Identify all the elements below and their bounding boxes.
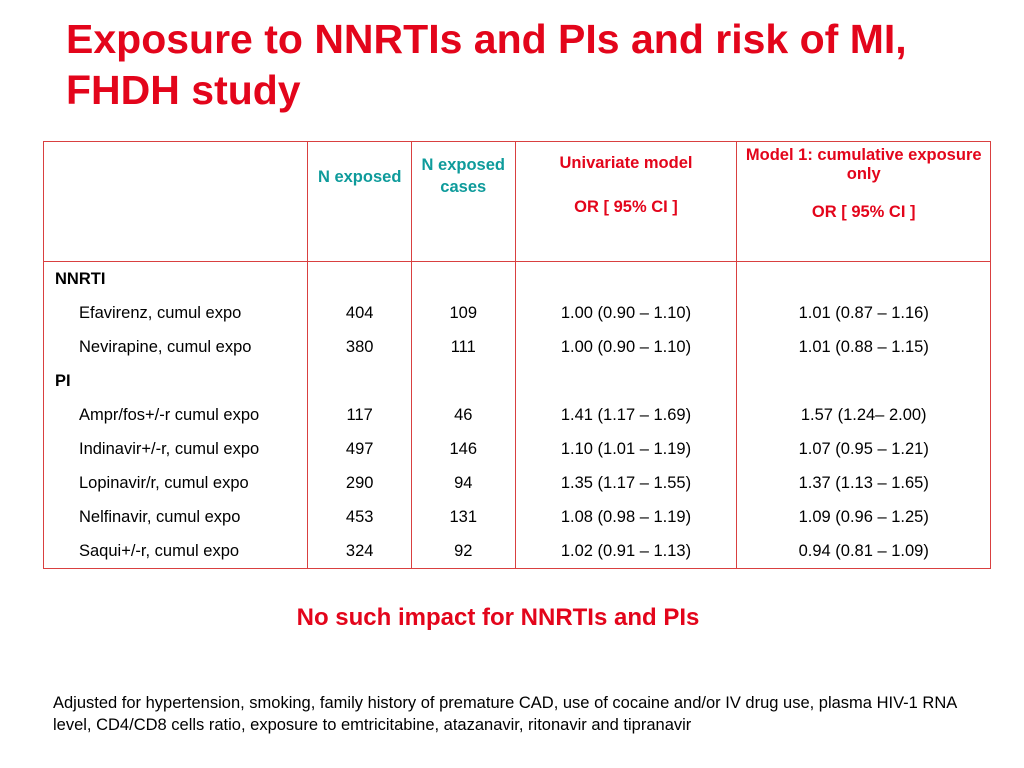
model1-value: 1.37 (1.13 – 1.65)	[736, 466, 991, 500]
drug-label: Saqui+/-r, cumul expo	[42, 534, 309, 569]
header-n-exposed-cases: N exposed cases	[410, 141, 516, 262]
header-drug-cell	[42, 141, 309, 262]
model1-value: 0.94 (0.81 – 1.09)	[736, 534, 991, 569]
results-table: N exposed N exposed cases Univariate mod…	[42, 141, 991, 569]
group-label-pi: PI	[42, 364, 309, 398]
n-cases-value: 146	[410, 432, 516, 466]
univariate-value: 1.35 (1.17 – 1.55)	[514, 466, 738, 500]
drug-label: Nevirapine, cumul expo	[42, 330, 309, 364]
n-exposed-value: 117	[307, 398, 412, 432]
n-exposed-value: 324	[307, 534, 412, 569]
model1-value: 1.57 (1.24– 2.00)	[736, 398, 991, 432]
n-cases-value: 109	[410, 296, 516, 330]
group-row-pi: PI	[42, 364, 991, 398]
group-label-nnrti: NNRTI	[42, 261, 309, 296]
univariate-value: 1.00 (0.90 – 1.10)	[514, 330, 738, 364]
table-row: Nelfinavir, cumul expo 453 131 1.08 (0.9…	[42, 500, 991, 534]
drug-label: Lopinavir/r, cumul expo	[42, 466, 309, 500]
table-row: Indinavir+/-r, cumul expo 497 146 1.10 (…	[42, 432, 991, 466]
univariate-value: 1.41 (1.17 – 1.69)	[514, 398, 738, 432]
table-row: Saqui+/-r, cumul expo 324 92 1.02 (0.91 …	[42, 534, 991, 569]
header-univariate-sub: OR [ 95% CI ]	[574, 198, 678, 216]
n-exposed-value: 404	[307, 296, 412, 330]
univariate-value: 1.08 (0.98 – 1.19)	[514, 500, 738, 534]
model1-value: 1.01 (0.88 – 1.15)	[736, 330, 991, 364]
header-univariate: Univariate model OR [ 95% CI ]	[514, 141, 738, 262]
table-row: Ampr/fos+/-r cumul expo 117 46 1.41 (1.1…	[42, 398, 991, 432]
drug-label: Indinavir+/-r, cumul expo	[42, 432, 309, 466]
empty-cell	[410, 364, 516, 398]
table-row: Lopinavir/r, cumul expo 290 94 1.35 (1.1…	[42, 466, 991, 500]
n-exposed-value: 453	[307, 500, 412, 534]
univariate-value: 1.10 (1.01 – 1.19)	[514, 432, 738, 466]
n-cases-value: 46	[410, 398, 516, 432]
model1-value: 1.09 (0.96 – 1.25)	[736, 500, 991, 534]
drug-label: Efavirenz, cumul expo	[42, 296, 309, 330]
impact-statement: No such impact for NNRTIs and PIs	[296, 604, 700, 631]
empty-cell	[307, 261, 412, 296]
table-header: N exposed N exposed cases Univariate mod…	[42, 141, 991, 262]
slide-title: Exposure to NNRTIs and PIs and risk of M…	[66, 16, 907, 113]
empty-cell	[410, 261, 516, 296]
empty-cell	[307, 364, 412, 398]
header-model1: Model 1: cumulative exposure only OR [ 9…	[736, 141, 991, 262]
header-model1-title: Model 1: cumulative exposure only	[745, 146, 982, 183]
univariate-value: 1.02 (0.91 – 1.13)	[514, 534, 738, 569]
table-row: Efavirenz, cumul expo 404 109 1.00 (0.90…	[42, 296, 991, 330]
header-row: N exposed N exposed cases Univariate mod…	[42, 141, 991, 262]
n-exposed-value: 380	[307, 330, 412, 364]
empty-cell	[736, 364, 991, 398]
footnote: Adjusted for hypertension, smoking, fami…	[53, 694, 957, 734]
n-cases-value: 94	[410, 466, 516, 500]
model1-value: 1.01 (0.87 – 1.16)	[736, 296, 991, 330]
n-cases-value: 92	[410, 534, 516, 569]
model1-value: 1.07 (0.95 – 1.21)	[736, 432, 991, 466]
univariate-value: 1.00 (0.90 – 1.10)	[514, 296, 738, 330]
group-row-nnrti: NNRTI	[42, 261, 991, 296]
n-exposed-value: 290	[307, 466, 412, 500]
empty-cell	[514, 364, 738, 398]
empty-cell	[736, 261, 991, 296]
n-cases-value: 111	[410, 330, 516, 364]
drug-label: Nelfinavir, cumul expo	[42, 500, 309, 534]
header-n-exposed: N exposed	[307, 141, 412, 262]
n-exposed-value: 497	[307, 432, 412, 466]
drug-label: Ampr/fos+/-r cumul expo	[42, 398, 309, 432]
n-cases-value: 131	[410, 500, 516, 534]
header-model1-sub: OR [ 95% CI ]	[811, 203, 916, 221]
header-univariate-title: Univariate model	[559, 154, 693, 172]
empty-cell	[514, 261, 738, 296]
table-row: Nevirapine, cumul expo 380 111 1.00 (0.9…	[42, 330, 991, 364]
table-body: NNRTI Efavirenz, cumul expo 404 109 1.00…	[42, 261, 991, 569]
